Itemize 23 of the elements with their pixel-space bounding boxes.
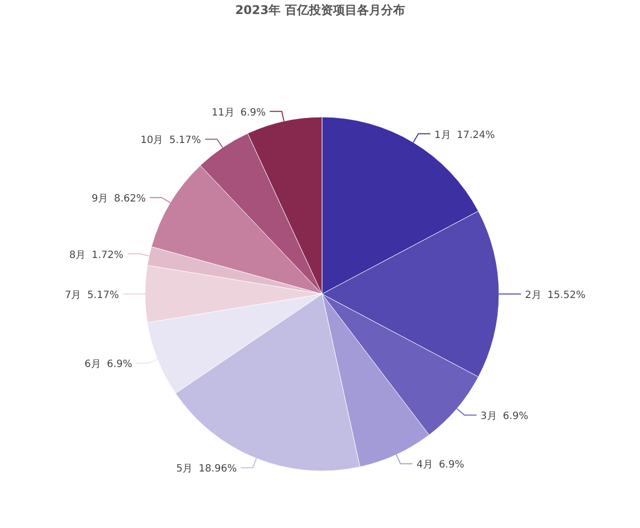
slice-label: 10月: [140, 135, 164, 146]
slice-label: 11月: [212, 107, 234, 118]
data-label: 15.52%: [547, 290, 586, 301]
data-label: 6.9%: [502, 411, 528, 422]
data-label: 6.9%: [240, 107, 266, 118]
slice-label: 2月: [525, 290, 542, 301]
slice-label: 7月: [64, 290, 82, 301]
data-label: 8.62%: [114, 194, 146, 205]
data-label: 18.96%: [198, 464, 237, 475]
slice-label: 4月: [416, 460, 433, 471]
slice-label: 3月: [480, 411, 497, 422]
slice-label: 9月: [92, 194, 108, 205]
slice-label: 8月: [69, 250, 86, 261]
data-label: 5.17%: [169, 135, 202, 146]
data-label: 5.17%: [87, 290, 119, 301]
slice-label: 5月: [176, 464, 193, 475]
data-label: 6.9%: [438, 460, 464, 471]
slice-label: 1月: [434, 130, 451, 141]
chart-title: 2023年 百亿投资项目各月分布: [235, 3, 405, 17]
data-label: 6.9%: [106, 359, 132, 370]
data-label: 1.72%: [92, 250, 124, 261]
slice-label: 6月: [84, 359, 101, 370]
data-label: 17.24%: [456, 130, 495, 141]
